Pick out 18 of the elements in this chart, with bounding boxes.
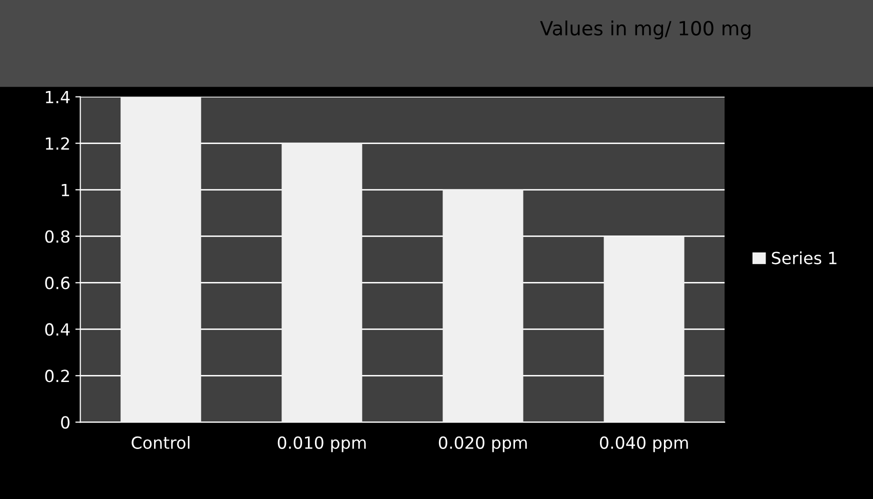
y-tick-label: 1.2	[46, 137, 69, 150]
y-tick-label: 0.8	[45, 230, 70, 243]
x-tick-label: Control	[132, 436, 190, 449]
x-tick-label: 0.020 ppm	[438, 436, 527, 452]
x-tick-label: 0.010 ppm	[278, 436, 366, 452]
y-tick-label: 0	[61, 416, 70, 429]
x-tick-label: 0.040 ppm	[600, 436, 688, 452]
y-tick-label: 0.2	[45, 370, 69, 382]
bar	[442, 190, 524, 422]
y-tick-label: 0.6	[45, 276, 70, 290]
bar	[282, 143, 362, 422]
y-tick-label: 1	[62, 184, 70, 196]
chart-title: Values in mg/ 100 mg	[540, 20, 750, 40]
y-tick-label: 1.4	[46, 90, 70, 104]
legend-label: Series 1	[772, 251, 836, 264]
bar	[120, 96, 202, 422]
y-tick-label: 0.4	[45, 323, 70, 336]
bar	[604, 236, 684, 422]
